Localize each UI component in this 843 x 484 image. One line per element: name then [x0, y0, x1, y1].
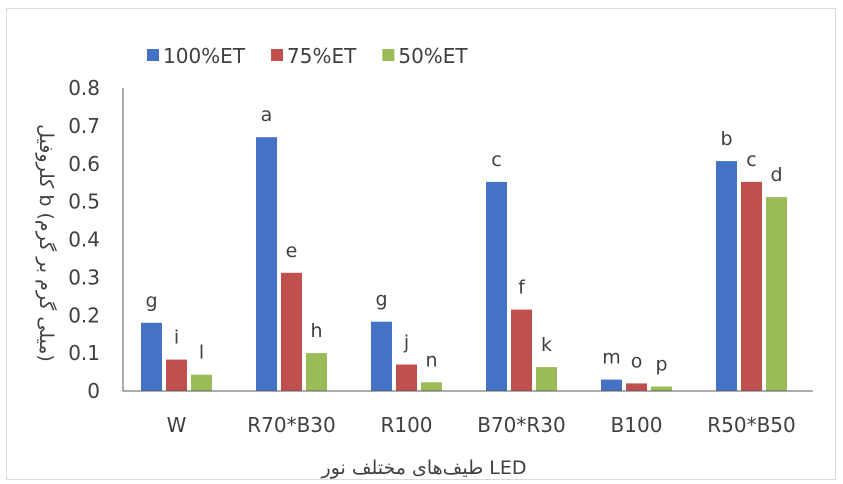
- bar: [256, 137, 277, 391]
- y-tick-label: 0.6: [68, 152, 100, 176]
- data-label: c: [491, 149, 501, 171]
- legend: 100%ET 75%ET 50%ET: [147, 44, 468, 68]
- bar: [536, 367, 557, 391]
- bar: [601, 379, 622, 391]
- bar: [141, 322, 162, 391]
- data-label: l: [199, 342, 204, 364]
- x-tick-label: R70*B30: [247, 413, 336, 437]
- data-label: i: [174, 327, 179, 349]
- bar: [741, 181, 762, 391]
- data-label: n: [425, 349, 437, 371]
- x-tick-label: R100: [380, 413, 432, 437]
- bar: [306, 353, 327, 391]
- bar: [281, 272, 302, 391]
- bar: [626, 383, 647, 391]
- y-axis-title: کلروفیل b (میلی گرم بر گرم): [35, 124, 58, 362]
- data-label: a: [261, 104, 273, 126]
- data-label: g: [145, 290, 157, 312]
- bar: [421, 382, 442, 391]
- legend-swatch: [382, 49, 395, 61]
- x-tick-label: B100: [611, 413, 663, 437]
- bar: [396, 364, 417, 391]
- data-label: f: [518, 277, 526, 299]
- bar: [486, 181, 507, 391]
- x-tick-label: R50*B50: [707, 413, 796, 437]
- legend-label: 75%ET: [287, 44, 357, 68]
- chart-frame: [6, 8, 836, 480]
- y-tick-label: 0.7: [68, 114, 100, 138]
- data-label: c: [746, 149, 756, 171]
- data-label: b: [720, 128, 732, 150]
- data-label: p: [655, 354, 667, 376]
- data-label: o: [631, 350, 643, 372]
- bar: [651, 386, 672, 391]
- y-tick-label: 0.2: [68, 303, 100, 327]
- legend-swatch: [147, 49, 159, 61]
- bar: [511, 309, 532, 391]
- legend-swatch: [271, 49, 284, 61]
- bar: [191, 374, 212, 391]
- data-label: g: [375, 289, 387, 311]
- legend-label: 50%ET: [398, 44, 468, 68]
- data-label: m: [602, 347, 621, 369]
- y-tick-label: 0.4: [68, 228, 100, 252]
- data-label: j: [403, 332, 409, 354]
- bar: [716, 161, 737, 391]
- x-tick-label: B70*R30: [477, 413, 566, 437]
- x-axis: W R70*B30 R100 B70*R30 B100 R50*B50: [123, 390, 813, 437]
- x-axis-title: طیف‌های مختلف نور LED: [321, 457, 527, 479]
- data-label: e: [286, 240, 298, 262]
- data-label: d: [770, 164, 782, 186]
- legend-label: 100%ET: [163, 44, 246, 68]
- y-axis: 0 0.1 0.2 0.3 0.4 0.5 0.6 0.7 0.8: [68, 76, 124, 403]
- x-tick-label: W: [167, 413, 187, 437]
- y-tick-label: 0.3: [68, 265, 100, 289]
- bar: [766, 197, 787, 391]
- y-tick-label: 0.8: [68, 76, 100, 100]
- bar: [166, 359, 187, 391]
- y-tick-label: 0: [87, 379, 100, 403]
- bar: [371, 321, 392, 391]
- y-tick-label: 0.1: [68, 341, 100, 365]
- y-tick-label: 0.5: [68, 190, 100, 214]
- data-label: h: [310, 320, 322, 342]
- data-label: k: [541, 334, 552, 356]
